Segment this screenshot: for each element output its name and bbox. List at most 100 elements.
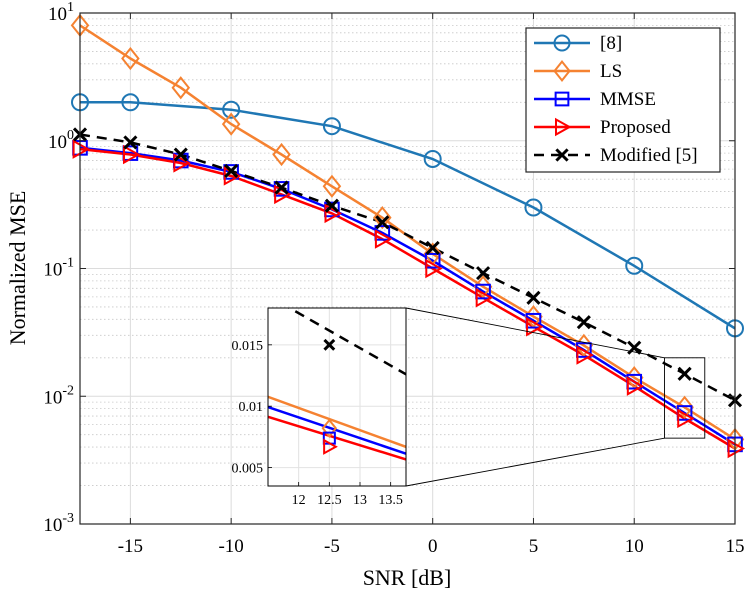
series-1-point <box>675 395 694 419</box>
series-1-point <box>272 142 291 167</box>
x-marker-stroke <box>526 290 541 305</box>
series-1-point <box>473 275 493 299</box>
inset-series-line-1 <box>268 395 406 449</box>
inset-lines <box>268 308 406 461</box>
series-3-point <box>324 203 342 224</box>
x-marker-stroke <box>476 266 491 281</box>
x-tick-label: 5 <box>529 536 539 557</box>
series-0-point <box>524 198 543 217</box>
x-tick-label: 15 <box>726 536 745 557</box>
series-3-point <box>626 376 645 396</box>
y-tick-label: 10-2 <box>43 383 74 408</box>
y-tick-label: 100 <box>48 128 74 153</box>
x-tick-label: -5 <box>324 536 340 557</box>
x-marker-stroke <box>555 148 569 162</box>
series-4-point <box>677 366 692 381</box>
series-4-point <box>274 180 289 195</box>
x-marker-stroke <box>677 366 692 381</box>
inset-y-tick-label: 0.01 <box>239 400 264 415</box>
legend-label-4: Modified [5] <box>600 145 698 166</box>
series-line-0 <box>80 101 735 330</box>
legend-marker-0 <box>553 34 571 52</box>
x-marker-stroke <box>123 135 138 150</box>
x-tick-label: -15 <box>118 536 143 557</box>
inset-y-tick-label: 0.005 <box>232 462 264 477</box>
zoom-indicator <box>405 307 706 487</box>
legend-label-1: LS <box>600 61 622 82</box>
inset-x-tick-label: 13 <box>353 493 367 508</box>
x-marker-stroke <box>627 340 642 355</box>
zoom-connector-line <box>405 307 665 359</box>
series-4-point <box>476 266 491 281</box>
series-4-point <box>224 163 239 179</box>
inset-series-line-2 <box>268 405 406 456</box>
series-3-point <box>173 153 191 173</box>
series-3-point <box>72 139 91 159</box>
series-line-4 <box>80 133 735 402</box>
series-0-point <box>322 117 341 136</box>
x-marker-stroke <box>375 215 390 230</box>
series-3-point <box>526 317 544 337</box>
x-marker-stroke <box>173 147 188 162</box>
series-4-point <box>324 198 339 213</box>
legend-marker-3 <box>555 117 572 137</box>
series-line-3 <box>80 147 735 450</box>
series-3-point <box>425 258 443 279</box>
inset-x-tick-label: 12.5 <box>317 493 342 508</box>
y-tick-label: 101 <box>48 0 74 25</box>
inset-series-line-3 <box>268 415 406 461</box>
series-0-point <box>423 149 442 168</box>
y-axis-label: Normalized MSE <box>5 191 30 346</box>
inset-plot: 12 12.5 13 13.5 0.005 0.01 0.015 <box>232 307 407 508</box>
series-4-point <box>173 147 188 162</box>
series-4-point <box>123 135 138 150</box>
inset-y-tick-label: 0.015 <box>232 339 264 354</box>
series-1-point <box>121 46 140 71</box>
series-0-point <box>121 93 140 112</box>
series-3-point <box>727 438 746 459</box>
legend-marker-4 <box>555 148 569 162</box>
series-3-point <box>374 229 393 249</box>
series-1-point <box>221 112 241 136</box>
legend-label-2: MMSE <box>600 89 656 110</box>
zoom-box <box>664 357 706 439</box>
series-1-point <box>171 76 191 100</box>
main-axis-ticks: -15 -10 -5 0 5 10 15 101 100 10-1 10-2 10-3 <box>43 0 744 557</box>
series-3-point <box>475 288 494 308</box>
inset-series-4-point <box>323 338 336 351</box>
series-4-point <box>576 315 591 330</box>
inset-x-tick-label: 12 <box>292 493 306 508</box>
inset-x-tick-label: 13.5 <box>378 493 403 508</box>
x-marker-stroke <box>425 240 440 255</box>
inset-background <box>268 308 406 486</box>
series-1-point <box>373 206 392 230</box>
legend-label-3: Proposed <box>600 117 671 138</box>
inset-series-3-point <box>323 438 338 455</box>
x-tick-label: 10 <box>625 536 644 557</box>
x-tick-label: -10 <box>218 536 243 557</box>
series-3-point <box>576 345 594 365</box>
y-tick-label: 10-1 <box>43 256 74 281</box>
main-plot-markers <box>70 13 746 459</box>
legend: [8] LS MMSE Proposed Modified [5] <box>525 27 721 173</box>
x-marker-stroke <box>576 315 591 330</box>
series-4-point <box>425 240 440 255</box>
main-plot-lines <box>80 24 735 450</box>
series-3-point <box>677 408 695 429</box>
x-marker-stroke <box>274 180 289 195</box>
series-1-point <box>574 333 594 358</box>
x-marker-stroke <box>224 163 239 179</box>
series-4-point <box>526 290 541 305</box>
series-0-point <box>625 256 644 275</box>
x-axis-label: SNR [dB] <box>363 565 452 590</box>
legend-marker-1 <box>553 60 571 82</box>
series-1-point <box>322 174 342 198</box>
legend-marker-2 <box>554 91 570 107</box>
inset-markers <box>321 338 338 455</box>
x-marker-stroke <box>323 338 336 351</box>
legend-label-0: [8] <box>600 33 622 54</box>
inset-frame <box>267 307 407 487</box>
series-3-point <box>122 144 141 165</box>
series-0-point <box>222 100 241 119</box>
